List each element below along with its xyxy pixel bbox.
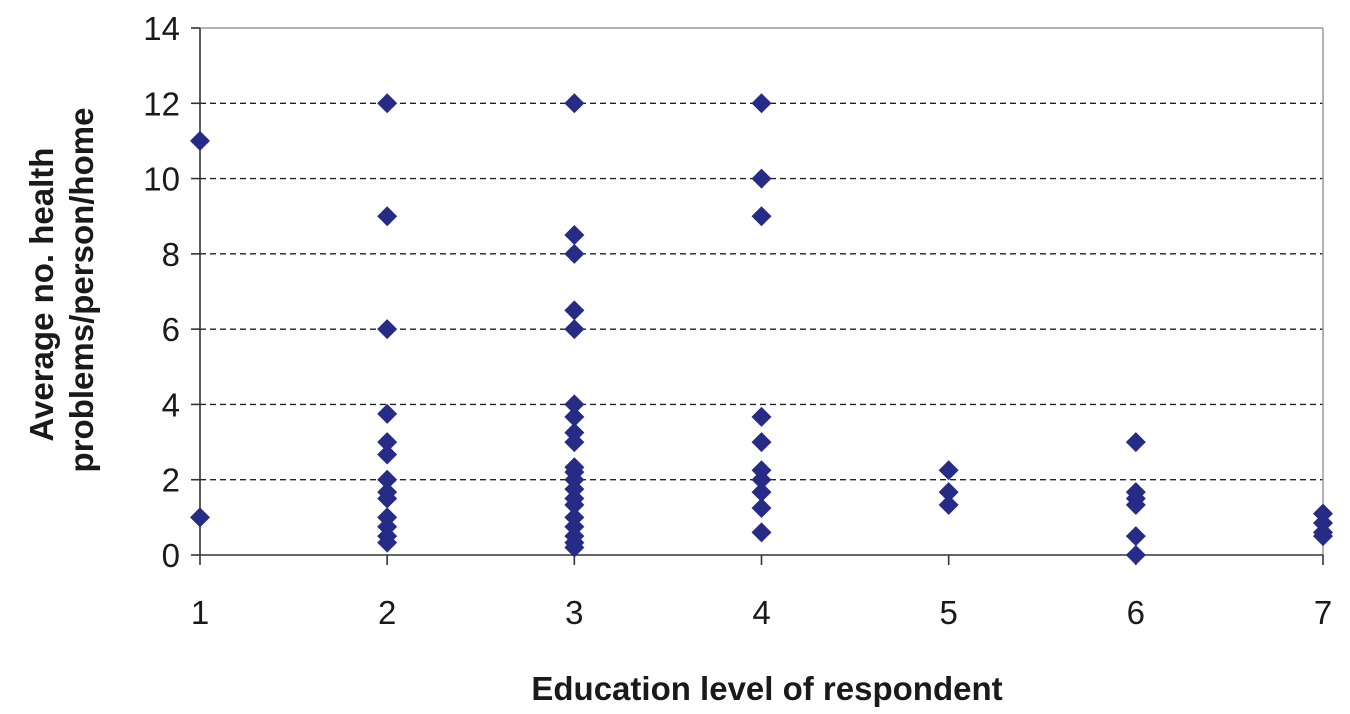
y-axis-title-line-1: Average no. health — [23, 148, 60, 442]
data-point — [751, 497, 772, 518]
data-point — [377, 444, 398, 465]
y-tick-label-12: 12 — [143, 85, 180, 122]
data-point — [1125, 526, 1146, 547]
data-point — [1125, 432, 1146, 453]
data-point — [751, 522, 772, 543]
x-tick-label-4: 4 — [752, 594, 770, 631]
data-point — [190, 507, 210, 528]
data-point — [1125, 545, 1146, 565]
data-point — [377, 432, 398, 453]
x-axis-title: Education level of respondent — [531, 670, 1002, 707]
data-point — [377, 319, 398, 340]
y-tick-label-8: 8 — [162, 236, 180, 273]
data-point — [377, 532, 398, 553]
data-points — [190, 93, 1333, 565]
data-point — [751, 406, 772, 427]
data-point — [751, 206, 772, 227]
y-tick-label-0: 0 — [162, 537, 180, 574]
y-tick-label-2: 2 — [162, 462, 180, 499]
x-tick-label-5: 5 — [939, 594, 957, 631]
data-point — [564, 494, 585, 515]
y-axis-title: Average no. health problems/person/home — [23, 108, 100, 473]
data-point — [564, 394, 585, 415]
data-point — [564, 319, 585, 340]
data-point — [751, 93, 772, 114]
data-point — [564, 93, 585, 114]
data-point — [377, 206, 398, 227]
x-tick-label-1: 1 — [191, 594, 209, 631]
data-point — [751, 432, 772, 453]
data-point — [938, 460, 959, 481]
data-point — [564, 300, 585, 321]
y-axis-title-line-2: problems/person/home — [63, 108, 100, 473]
data-point — [1313, 526, 1333, 547]
y-tick-label-10: 10 — [143, 161, 180, 198]
data-point — [564, 243, 585, 264]
data-point — [564, 406, 585, 427]
x-tick-label-7: 7 — [1314, 594, 1332, 631]
data-point — [938, 494, 959, 515]
data-point — [751, 469, 772, 490]
data-point — [564, 225, 585, 246]
x-tick-label-2: 2 — [378, 594, 396, 631]
data-point — [751, 482, 772, 503]
data-point — [377, 93, 398, 114]
data-point — [377, 488, 398, 509]
data-point — [1125, 494, 1146, 515]
data-point — [190, 130, 210, 151]
x-tick-label-6: 6 — [1127, 594, 1145, 631]
data-point — [377, 469, 398, 490]
data-point — [751, 168, 772, 189]
data-point — [564, 537, 585, 558]
data-point — [938, 482, 959, 503]
y-tick-label-4: 4 — [162, 386, 180, 423]
y-tick-label-6: 6 — [162, 311, 180, 348]
y-tick-label-14: 14 — [143, 10, 180, 47]
data-point — [377, 403, 398, 424]
x-tick-label-3: 3 — [565, 594, 583, 631]
data-point — [564, 432, 585, 453]
